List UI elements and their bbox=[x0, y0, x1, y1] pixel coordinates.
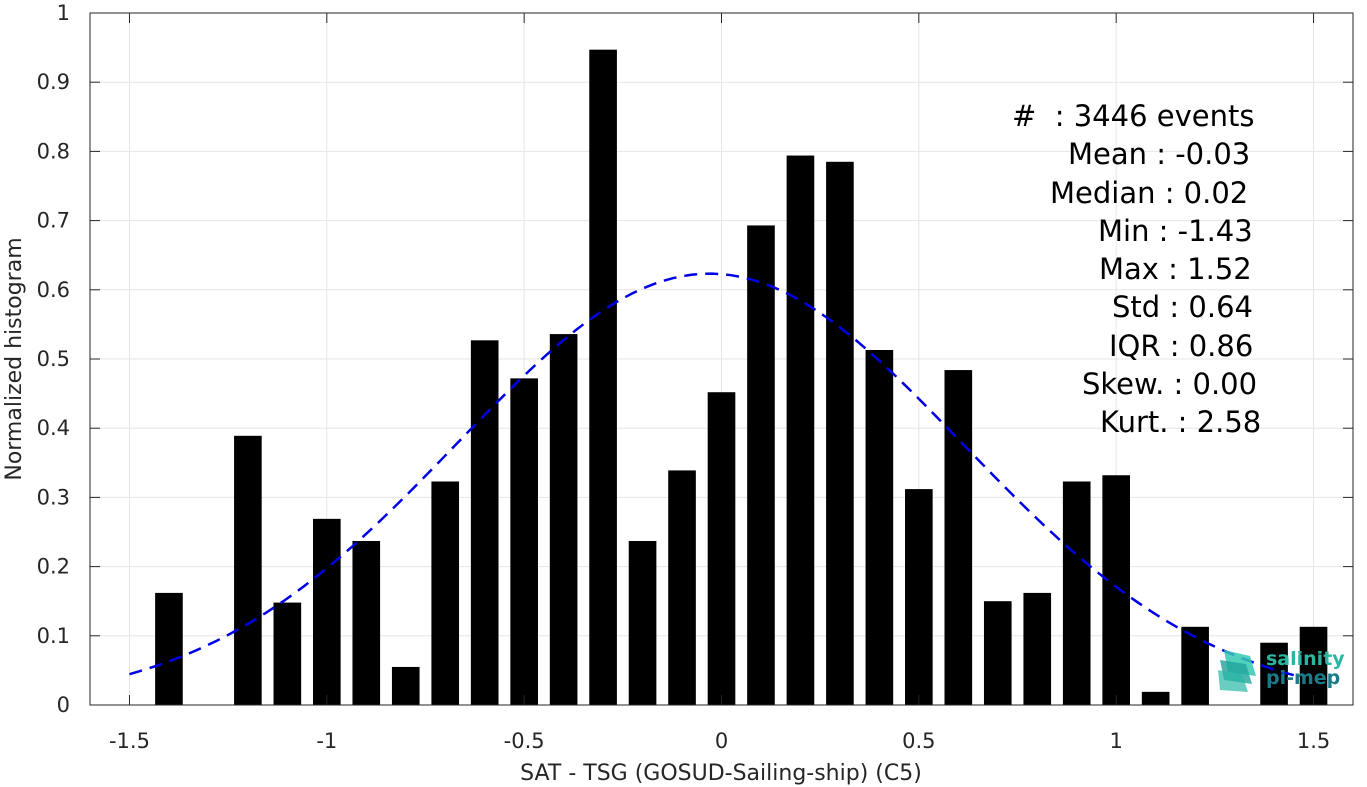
y-tick-label: 0.4 bbox=[37, 416, 70, 440]
x-axis-label: SAT - TSG (GOSUD-Sailing-ship) (C5) bbox=[520, 761, 922, 786]
gaussian-fit-curve bbox=[129, 272, 1295, 677]
y-tick-label: 1 bbox=[57, 1, 70, 25]
histogram-bar bbox=[1062, 481, 1091, 705]
y-tick-label: 0.1 bbox=[37, 624, 70, 648]
logo-wave-icon bbox=[1218, 650, 1256, 692]
stat-median: Median : 0.02 bbox=[1050, 175, 1249, 210]
stat-std: Std : 0.64 bbox=[1112, 290, 1253, 325]
salinity-pimep-logo: salinity pi-mep bbox=[1216, 646, 1351, 694]
histogram-bar bbox=[273, 602, 302, 705]
stat-iqr: IQR : 0.86 bbox=[1109, 328, 1254, 363]
x-tick-labels: -1.5 -1 -0.5 0 0.5 1 1.5 bbox=[109, 729, 1330, 753]
x-tick-label: -0.5 bbox=[504, 729, 545, 753]
histogram-bar bbox=[549, 334, 578, 705]
stat-mean: Mean : -0.03 bbox=[1068, 137, 1251, 172]
stat-max: Max : 1.52 bbox=[1099, 252, 1252, 287]
x-tick-label: -1.5 bbox=[109, 729, 150, 753]
histogram-bar bbox=[1181, 626, 1209, 705]
y-tick-label: 0.9 bbox=[37, 70, 70, 94]
histogram-bar bbox=[1023, 592, 1052, 705]
histogram-bar bbox=[1299, 626, 1328, 705]
y-tick-labels: 0 0.1 0.2 0.3 0.4 0.5 0.6 0.7 0.8 0.9 1 bbox=[37, 1, 70, 717]
histogram-bar bbox=[628, 540, 657, 705]
histogram-bar bbox=[747, 225, 775, 705]
y-tick-label: 0.8 bbox=[37, 139, 70, 163]
y-tick-label: 0.5 bbox=[37, 347, 70, 371]
histogram-bar bbox=[983, 601, 1012, 705]
histogram-bar bbox=[589, 49, 617, 705]
axis-ticks bbox=[90, 12, 1353, 706]
histogram-bar bbox=[826, 161, 854, 705]
histogram-bar bbox=[391, 666, 420, 705]
logo-text-salinity: salinity bbox=[1266, 648, 1345, 670]
x-tick-label: 1.5 bbox=[1297, 729, 1330, 753]
histogram-bar bbox=[1141, 691, 1170, 705]
y-tick-label: 0.2 bbox=[37, 555, 70, 579]
histogram-bar bbox=[312, 518, 341, 705]
stat-min: Min : -1.43 bbox=[1098, 213, 1253, 248]
x-tick-label: -1 bbox=[316, 729, 337, 753]
histogram-bar bbox=[1102, 475, 1131, 705]
histogram-bar bbox=[707, 392, 736, 705]
stat-kurt: Kurt. : 2.58 bbox=[1100, 405, 1262, 440]
histogram-bar bbox=[668, 470, 696, 705]
histogram-bar bbox=[865, 350, 894, 705]
statistics-panel: # : 3446 events Mean : -0.03 Median : 0.… bbox=[880, 97, 1280, 442]
stat-skew: Skew. : 0.00 bbox=[1082, 367, 1258, 402]
x-tick-label: 0 bbox=[715, 729, 728, 753]
logo-text-pimep: pi-mep bbox=[1266, 667, 1341, 689]
bars bbox=[155, 49, 1328, 705]
x-tick-label: 1 bbox=[1110, 729, 1123, 753]
histogram-bar bbox=[786, 155, 815, 705]
y-axis-label: Normalized histogram bbox=[2, 237, 27, 480]
histogram-bar bbox=[510, 378, 538, 705]
y-tick-label: 0.3 bbox=[37, 485, 70, 509]
histogram-bar bbox=[470, 340, 499, 705]
y-tick-label: 0.6 bbox=[37, 278, 70, 302]
histogram-bar bbox=[155, 592, 183, 705]
histogram-bar bbox=[944, 370, 973, 705]
histogram-bar bbox=[234, 435, 262, 705]
histogram-bar bbox=[905, 489, 933, 705]
histogram-bar bbox=[1260, 642, 1288, 705]
histogram-bar bbox=[352, 540, 381, 705]
y-tick-label: 0.7 bbox=[37, 209, 70, 233]
stat-count: # : 3446 events bbox=[1012, 99, 1255, 133]
y-tick-label: 0 bbox=[57, 693, 70, 717]
x-tick-label: 0.5 bbox=[902, 729, 935, 753]
histogram-bar bbox=[431, 481, 460, 705]
